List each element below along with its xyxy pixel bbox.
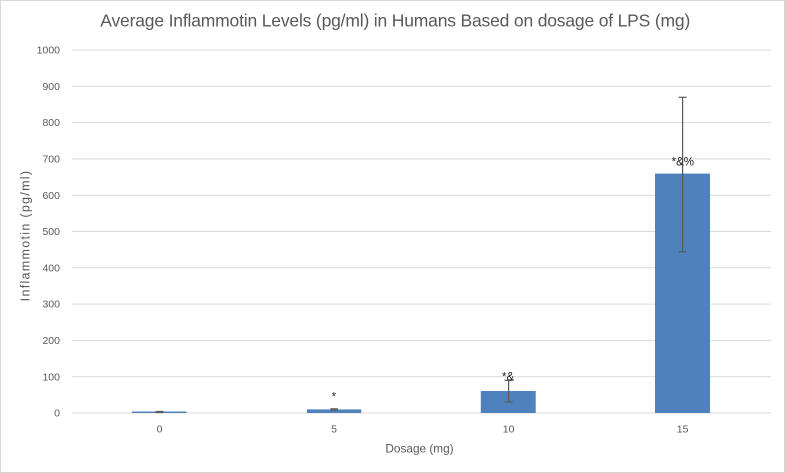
svg-text:10: 10 [503, 424, 515, 436]
svg-text:*&%: *&% [672, 156, 694, 168]
svg-text:Average Inflammotin Levels (pg: Average Inflammotin Levels (pg/ml) in Hu… [100, 11, 690, 31]
svg-text:5: 5 [331, 424, 337, 436]
svg-text:800: 800 [42, 117, 60, 129]
svg-text:100: 100 [42, 371, 60, 383]
svg-text:*&: *& [502, 371, 514, 383]
svg-text:Dosage (mg): Dosage (mg) [385, 441, 453, 455]
svg-text:15: 15 [677, 424, 689, 436]
svg-text:200: 200 [42, 335, 60, 347]
svg-text:600: 600 [42, 190, 60, 202]
svg-text:0: 0 [157, 424, 163, 436]
svg-text:*: * [332, 392, 337, 404]
svg-text:300: 300 [42, 299, 60, 311]
svg-text:400: 400 [42, 262, 60, 274]
svg-text:Inflammotin (pg/ml): Inflammotin (pg/ml) [19, 170, 33, 302]
svg-text:500: 500 [42, 226, 60, 238]
svg-text:700: 700 [42, 154, 60, 166]
svg-text:900: 900 [42, 81, 60, 93]
svg-text:0: 0 [54, 408, 60, 420]
svg-text:1000: 1000 [37, 45, 61, 57]
